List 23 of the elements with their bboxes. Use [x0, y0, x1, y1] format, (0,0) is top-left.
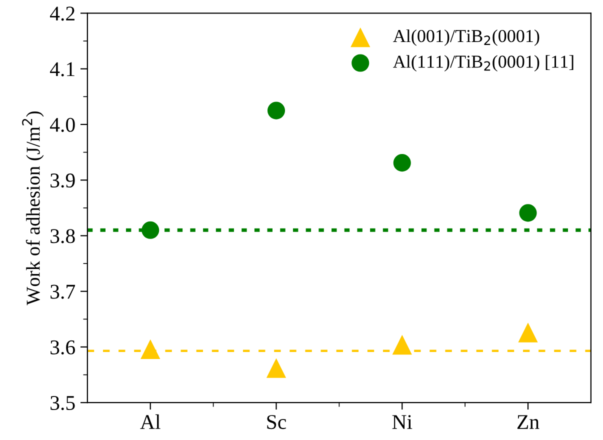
- y-tick-label: 3.5: [50, 396, 75, 410]
- y-tick-label: 4.2: [50, 6, 74, 21]
- point: [519, 204, 537, 222]
- y-tick-label: 3.7: [50, 284, 76, 299]
- y-tick-label: 4.1: [50, 62, 74, 76]
- y-axis-title: Work of adhesion (J/m$^{2}$): [22, 111, 44, 306]
- point: [392, 334, 412, 355]
- point: [140, 339, 160, 360]
- x-tick-label: Ni: [392, 415, 412, 429]
- point: [393, 154, 411, 172]
- x-tick-label: Al: [140, 414, 160, 429]
- point: [266, 358, 286, 378]
- point: [518, 322, 538, 342]
- legend-label: Al(001)/TiB$_{2}$(0001): [393, 29, 540, 46]
- point: [142, 221, 160, 239]
- y-tick-label: 4.0: [50, 118, 75, 132]
- y-tick-label: 3.6: [50, 340, 76, 354]
- y-tick-label: 3.8: [50, 229, 75, 244]
- point: [267, 102, 286, 120]
- x-tick-label: Sc: [267, 415, 286, 430]
- x-tick-label: Zn: [517, 415, 540, 429]
- y-tick-label: 3.9: [50, 174, 75, 188]
- legend-label: Al(111)/TiB$_{2}$(0001) [11]: [393, 55, 574, 72]
